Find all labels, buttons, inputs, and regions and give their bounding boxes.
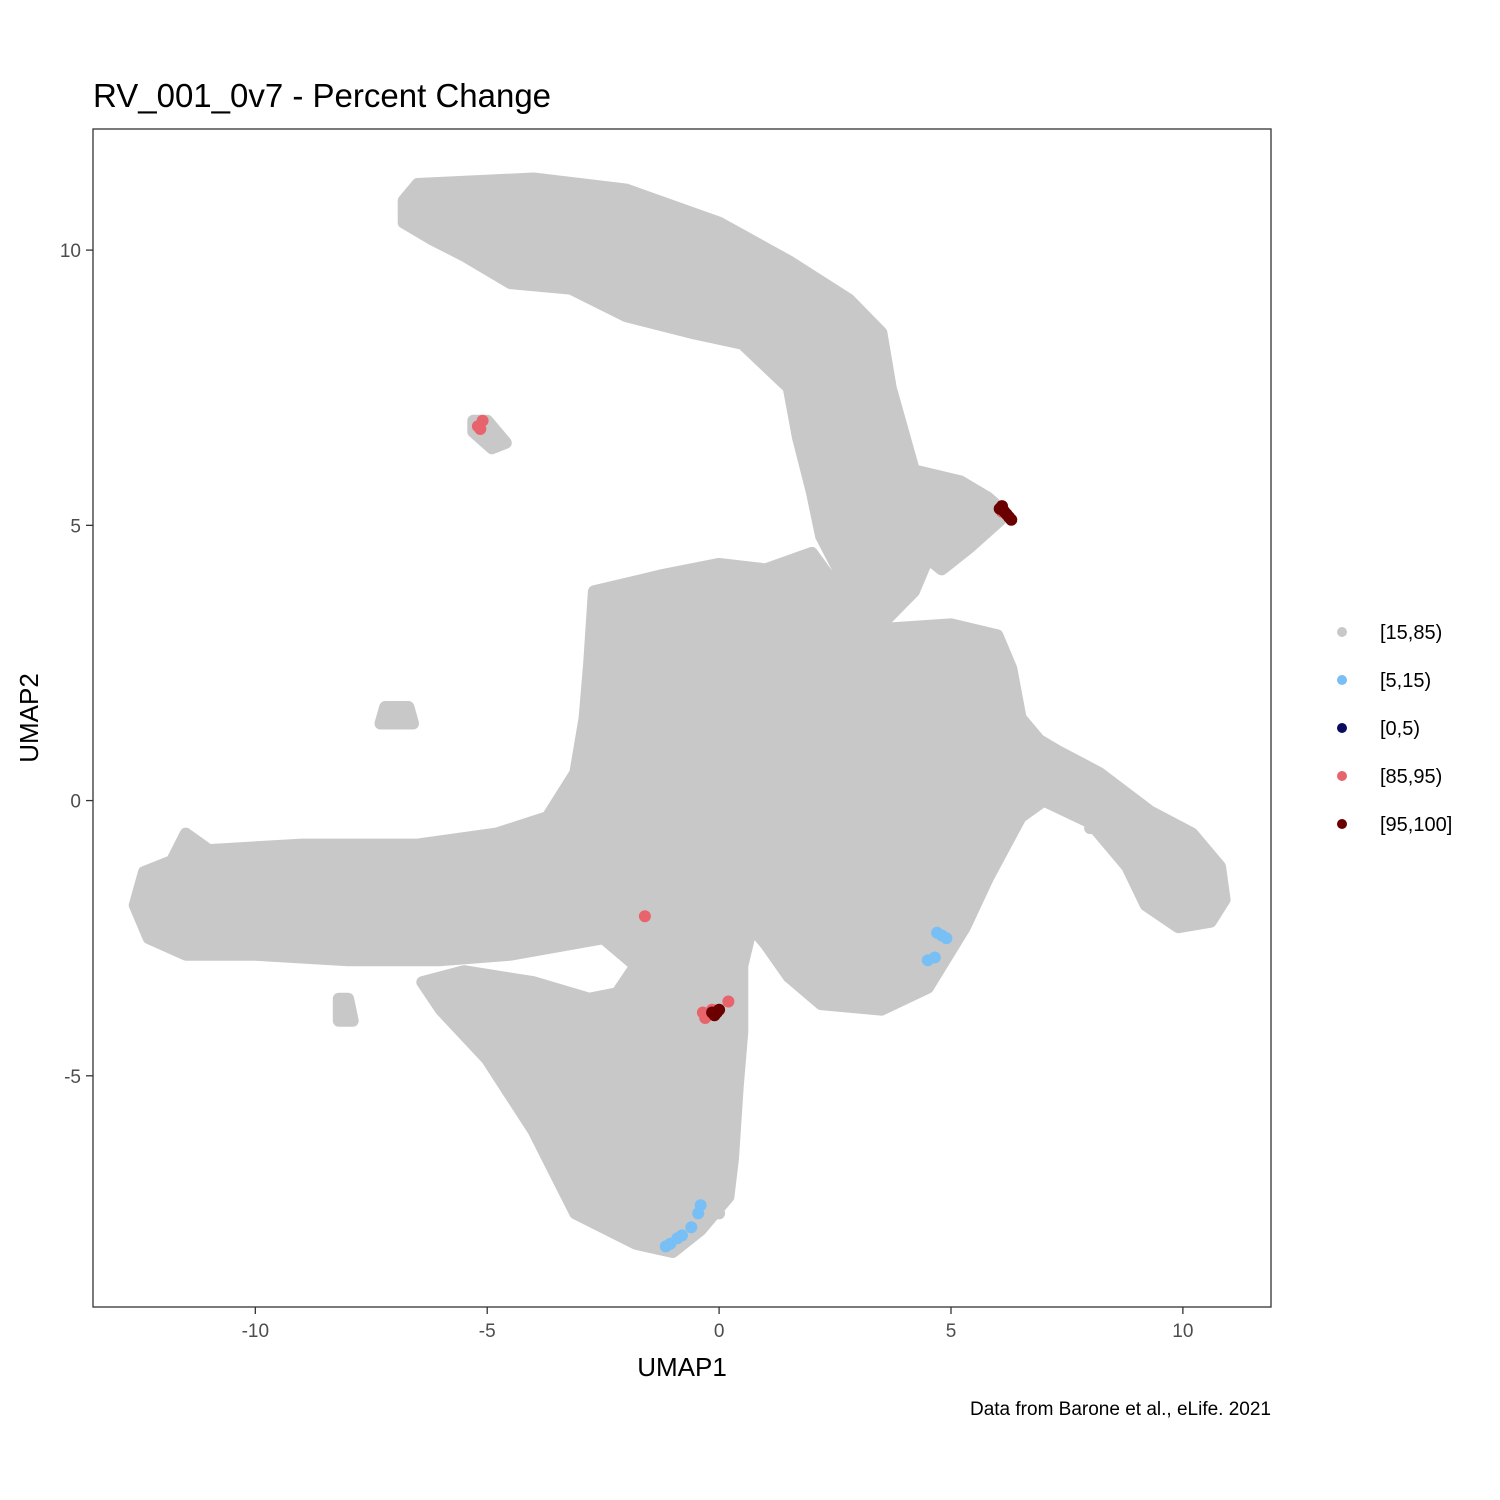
legend: [15,85) [5,15) [0,5) [85,95) [95,100] xyxy=(1337,622,1452,836)
legend-key-1 xyxy=(1337,675,1347,685)
point-series-1-9 xyxy=(940,932,953,945)
point-series-0-21 xyxy=(713,1207,726,1220)
point-series-1-11 xyxy=(921,954,934,967)
y-tick-label: 5 xyxy=(70,516,81,537)
y-tick-label: 10 xyxy=(60,241,81,262)
legend-key-3 xyxy=(1337,771,1347,781)
point-series-0-4 xyxy=(666,849,679,862)
x-tick-label: 10 xyxy=(1172,1321,1193,1342)
point-series-0-5 xyxy=(592,601,605,614)
point-series-0-18 xyxy=(1084,822,1097,835)
point-series-4-4 xyxy=(996,500,1008,513)
point-series-0-3 xyxy=(574,877,586,890)
x-tick-label: 5 xyxy=(946,1321,957,1342)
x-axis: -10 -5 0 5 10 xyxy=(242,1307,1193,1342)
point-series-0-8 xyxy=(805,739,818,752)
point-series-0-15 xyxy=(898,464,911,477)
x-tick-label: -10 xyxy=(242,1321,269,1342)
point-series-4-9 xyxy=(706,1006,719,1019)
chart-title: RV_001_0v7 - Percent Change xyxy=(93,77,551,114)
point-series-0-16 xyxy=(945,519,957,532)
y-axis-title: UMAP2 xyxy=(14,673,44,763)
x-tick-label: 0 xyxy=(714,1321,725,1342)
point-series-0-24 xyxy=(342,1003,355,1016)
legend-key-0 xyxy=(1337,627,1347,637)
x-tick-label: -5 xyxy=(479,1321,496,1342)
point-series-0-1 xyxy=(295,893,308,906)
point-series-3-3 xyxy=(638,910,651,923)
cluster-upper-arc xyxy=(397,172,1013,631)
legend-key-2 xyxy=(1337,723,1347,733)
point-series-4-5 xyxy=(1005,513,1018,526)
point-series-0-23 xyxy=(388,712,401,724)
point-series-0-17 xyxy=(982,794,995,807)
legend-label-3: [85,95) xyxy=(1380,766,1442,788)
cluster-regions xyxy=(128,172,1231,1258)
point-series-0-12 xyxy=(620,233,633,246)
point-series-0-14 xyxy=(852,354,865,367)
point-series-3-2 xyxy=(474,423,487,435)
cluster-central-body xyxy=(128,546,1231,1258)
y-axis: -5 0 5 10 xyxy=(60,241,93,1088)
legend-label-4: [95,100] xyxy=(1380,814,1452,836)
point-series-1-4 xyxy=(685,1221,698,1234)
caption: Data from Barone et al., eLife. 2021 xyxy=(970,1399,1271,1420)
x-axis-title: UMAP1 xyxy=(637,1352,727,1382)
plot-border xyxy=(92,128,1272,1308)
point-series-1-6 xyxy=(694,1199,707,1212)
point-series-0-0 xyxy=(165,899,178,912)
point-series-0-9 xyxy=(898,794,911,807)
point-series-0-19 xyxy=(1167,877,1180,890)
point-series-0-11 xyxy=(458,211,470,224)
legend-label-0: [15,85) xyxy=(1380,622,1442,644)
y-tick-label: 0 xyxy=(70,792,81,813)
point-layer xyxy=(165,211,1180,1253)
point-series-0-2 xyxy=(434,882,447,895)
legend-label-1: [5,15) xyxy=(1380,670,1431,692)
point-series-0-20 xyxy=(643,1124,656,1137)
point-series-3-7 xyxy=(722,995,735,1008)
point-series-0-10 xyxy=(945,904,957,917)
y-tick-label: -5 xyxy=(64,1067,81,1088)
point-series-0-13 xyxy=(759,288,772,301)
point-series-0-6 xyxy=(597,794,610,807)
legend-key-4 xyxy=(1337,819,1347,829)
legend-label-2: [0,5) xyxy=(1380,718,1420,740)
point-series-1-3 xyxy=(676,1229,688,1242)
point-series-0-7 xyxy=(713,684,726,697)
plot-panel xyxy=(92,128,1272,1308)
